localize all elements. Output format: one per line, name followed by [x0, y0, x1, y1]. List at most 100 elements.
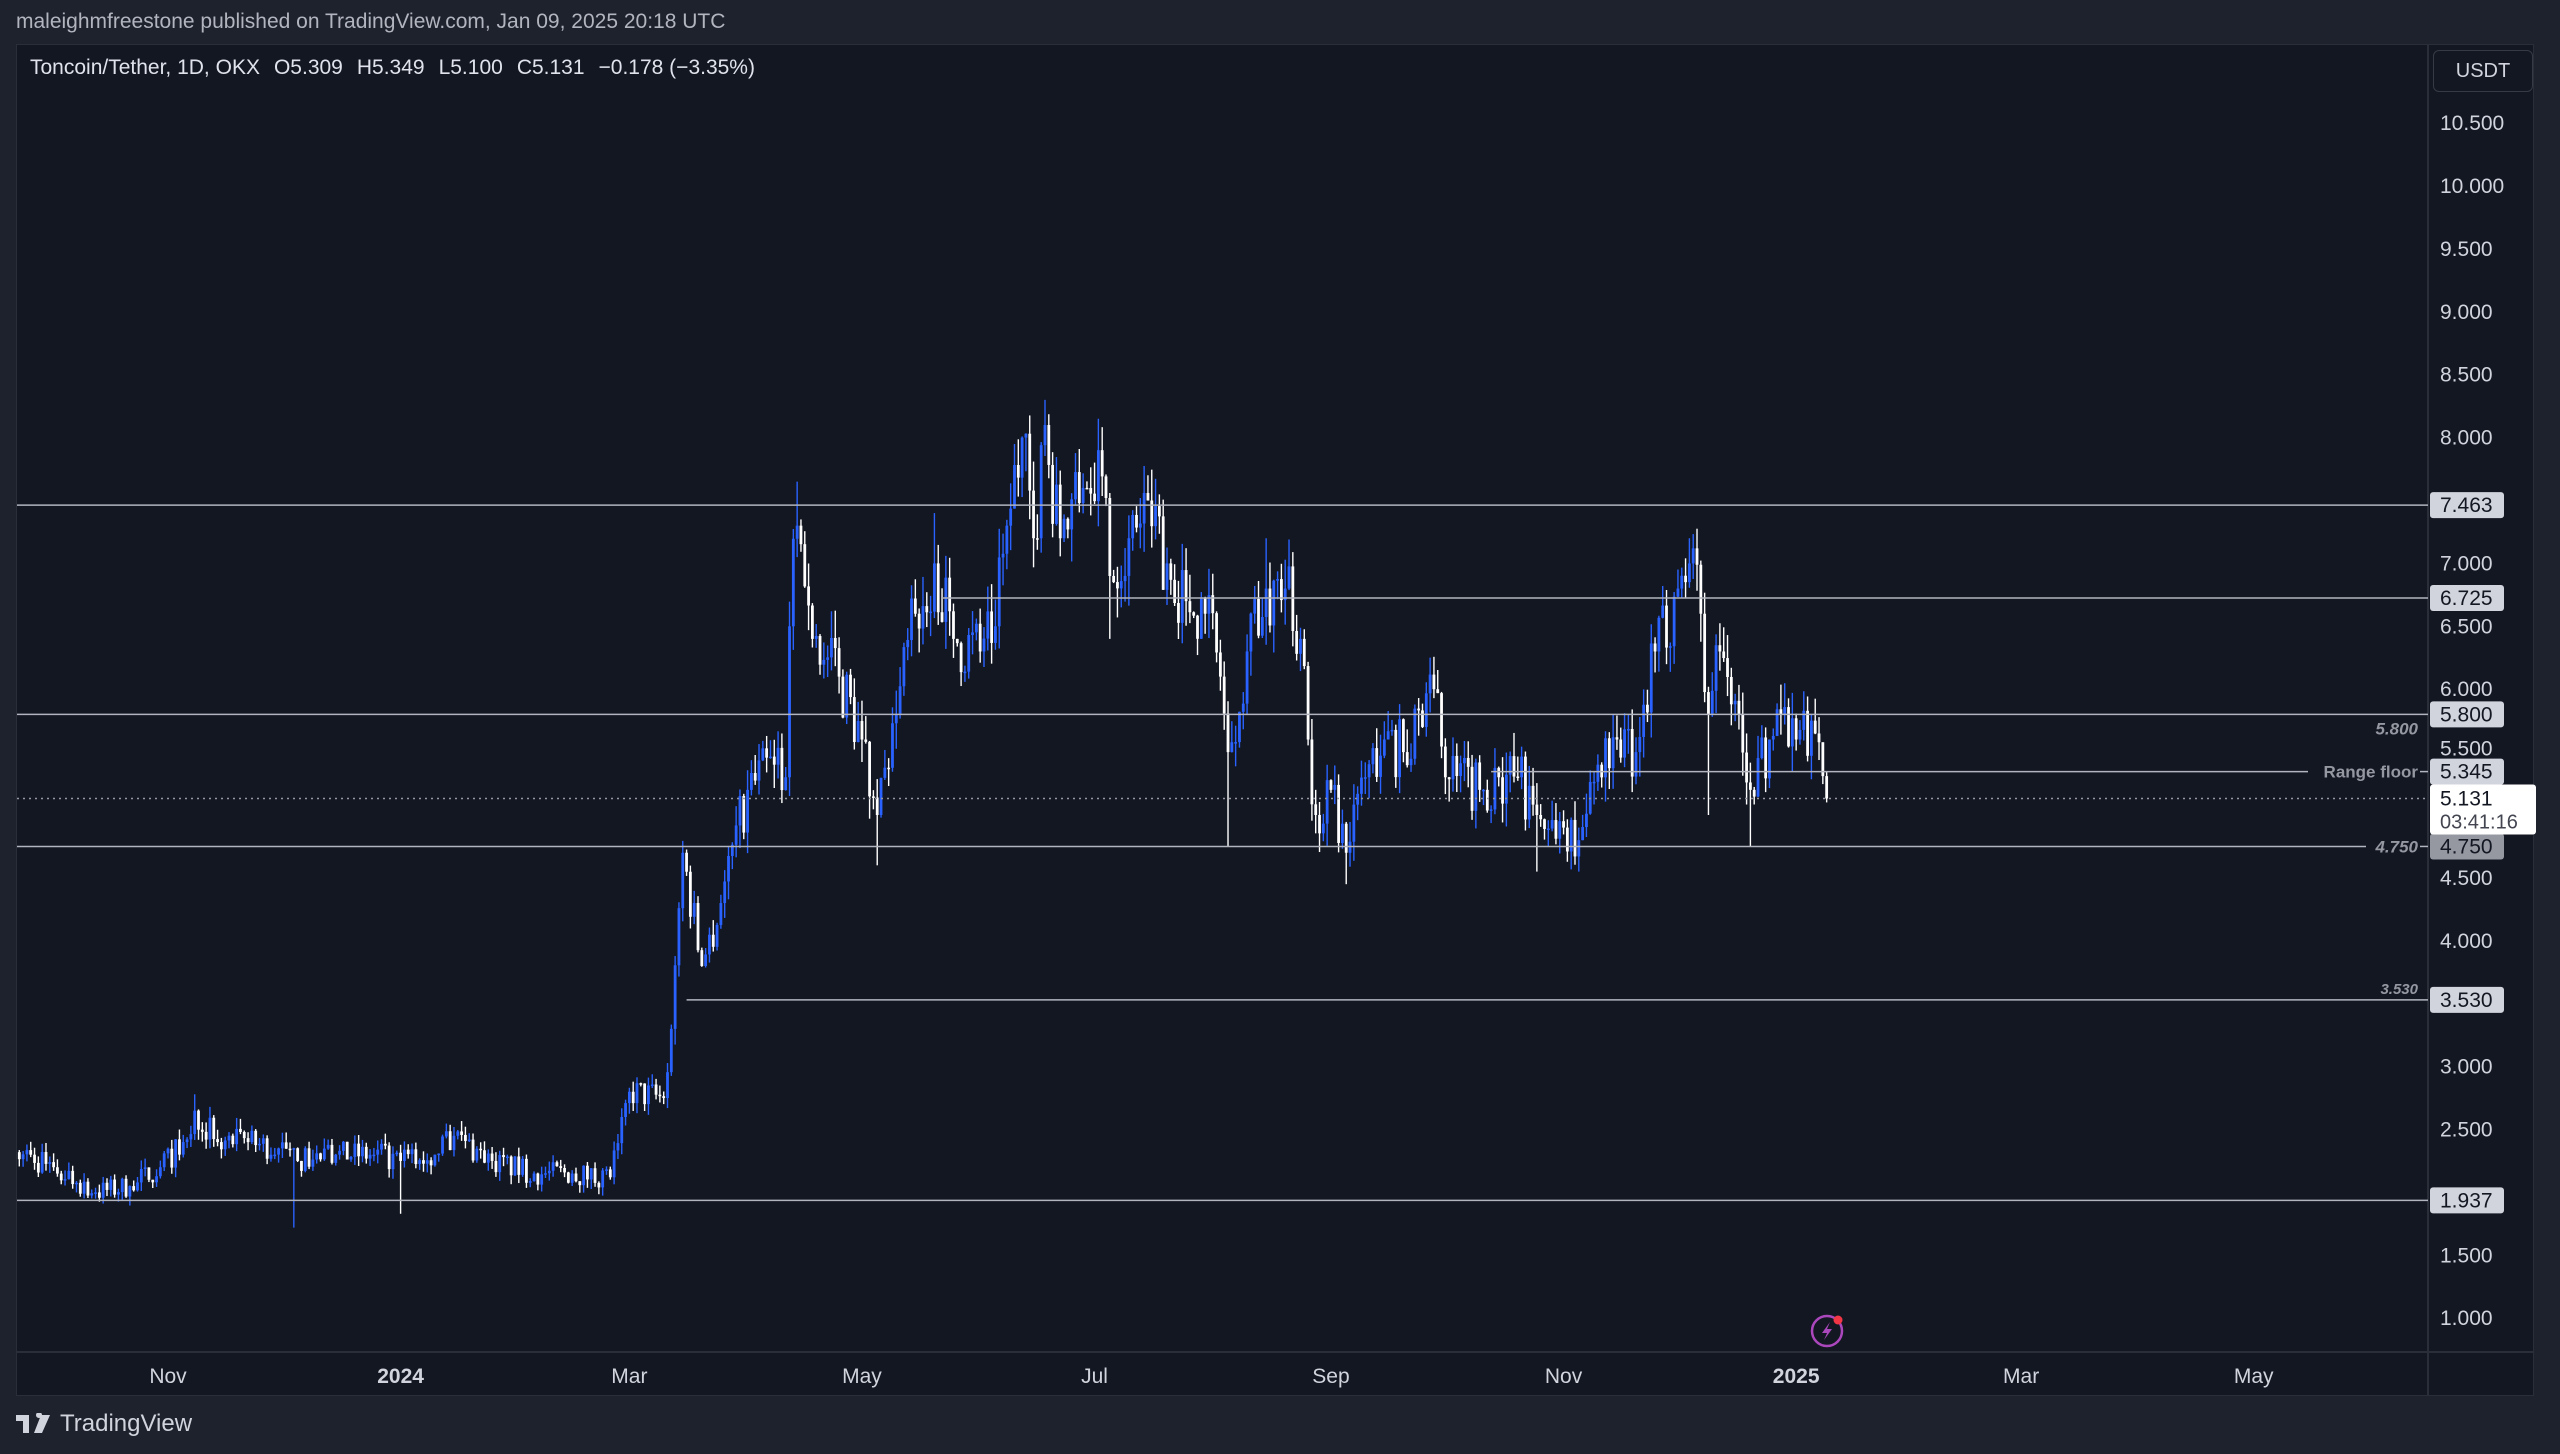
candle-body: [1714, 645, 1718, 691]
currency-button[interactable]: USDT: [2433, 50, 2533, 92]
candle-body: [1333, 784, 1337, 790]
candle-body: [1089, 488, 1093, 494]
lightning-icon-bolt: [1822, 1322, 1832, 1340]
candle-body: [361, 1146, 364, 1157]
candle-body: [971, 632, 974, 635]
brand-name: TradingView: [60, 1410, 193, 1437]
candle-body: [906, 639, 910, 648]
candle-body: [742, 796, 746, 833]
candle-body: [113, 1179, 117, 1195]
candle-body: [1451, 755, 1455, 780]
candle-body: [437, 1153, 441, 1156]
candle-body: [940, 612, 944, 622]
candle-body: [246, 1138, 250, 1143]
candle-body: [608, 1169, 612, 1178]
candle-body: [1379, 755, 1382, 777]
candle-body: [601, 1170, 605, 1188]
candle-body: [75, 1182, 78, 1185]
candle-body: [1047, 425, 1051, 465]
candle-body: [563, 1168, 566, 1173]
candle-body: [14, 1152, 17, 1154]
candle-body: [1745, 752, 1748, 783]
candle-body: [1371, 748, 1375, 765]
candle-body: [1668, 646, 1672, 648]
candle-body: [1733, 700, 1737, 705]
candle-body: [1192, 612, 1196, 616]
candle-body: [1634, 752, 1638, 777]
candle-body: [1661, 605, 1665, 618]
candle-body: [795, 525, 799, 539]
candle-body: [155, 1176, 158, 1183]
candle-body: [1691, 548, 1695, 564]
candle-body: [1817, 733, 1821, 743]
candle-body: [1055, 484, 1058, 524]
y-tick-label: 7.000: [2440, 552, 2493, 575]
candle-body: [479, 1148, 483, 1151]
candle-body: [624, 1103, 627, 1118]
candle-body: [1386, 731, 1390, 740]
candle-body: [673, 965, 677, 1029]
candle-body: [544, 1173, 547, 1175]
candle-body: [311, 1159, 315, 1167]
candle-body: [994, 626, 997, 643]
candle-body: [799, 525, 803, 545]
candle-body: [467, 1139, 471, 1142]
candle-body: [1253, 599, 1257, 614]
candle-body: [258, 1143, 261, 1146]
candle-body: [1554, 820, 1558, 839]
candle-body: [963, 671, 967, 674]
candle-body: [1329, 780, 1333, 790]
candle-body: [1470, 766, 1474, 811]
candle-body: [296, 1148, 300, 1161]
candle-body: [944, 577, 948, 622]
candle-body: [1367, 764, 1371, 778]
lightning-icon[interactable]: [1810, 1314, 1844, 1348]
candle-body: [1463, 757, 1466, 764]
candle-body: [132, 1186, 136, 1191]
candle-body: [242, 1131, 246, 1139]
candle-body: [1489, 809, 1493, 811]
candle-body: [986, 611, 990, 639]
candle-body: [997, 557, 1001, 627]
candle-body: [570, 1173, 574, 1183]
candle-body: [101, 1182, 105, 1198]
candle-body: [746, 789, 749, 833]
candle-body: [1135, 514, 1138, 528]
candle-body: [952, 611, 955, 639]
candle-body: [1001, 553, 1005, 558]
y-tick-label: 1.500: [2440, 1244, 2493, 1267]
candle-body: [708, 934, 711, 955]
candle-body: [913, 598, 917, 614]
candle-body: [1810, 720, 1813, 756]
x-tick-label: Jul: [1081, 1365, 1108, 1388]
y-tick-label: 10.000: [2440, 175, 2504, 198]
y-tick-label: 2.500: [2440, 1119, 2493, 1142]
level-price-label: 4.750: [2440, 835, 2493, 858]
candle-body: [1726, 658, 1729, 677]
candle-body: [40, 1152, 44, 1173]
level-price-label: 6.725: [2440, 587, 2493, 610]
candle-body: [1211, 595, 1215, 614]
candle-body: [235, 1128, 239, 1145]
candle-body: [559, 1166, 563, 1169]
candle-body: [1607, 738, 1611, 769]
candle-body: [36, 1162, 40, 1173]
candle-body: [1260, 616, 1264, 636]
candle-body: [239, 1128, 242, 1132]
candle-body: [967, 634, 971, 672]
candle-body: [1737, 700, 1741, 715]
candle-body: [872, 796, 875, 798]
candle-body: [372, 1154, 376, 1157]
footer-brand[interactable]: TradingView: [16, 1410, 192, 1438]
candle-body: [29, 1150, 33, 1155]
candle-body: [1676, 588, 1680, 597]
candle-body: [738, 796, 742, 826]
candle-body: [315, 1153, 319, 1160]
candle-body: [341, 1141, 345, 1151]
x-tick-label: Nov: [1545, 1365, 1583, 1388]
level-price-label: 5.800: [2440, 703, 2493, 726]
candle-body: [56, 1167, 59, 1174]
candle-body: [1032, 490, 1035, 539]
chart-panel[interactable]: [16, 44, 2534, 1396]
